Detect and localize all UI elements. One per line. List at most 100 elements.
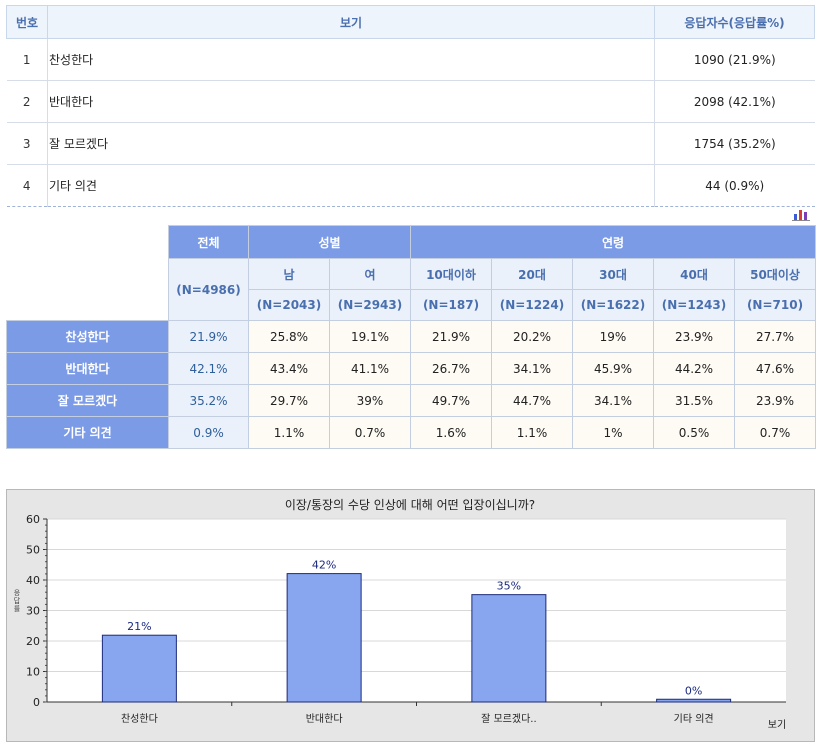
bar-chart-icon[interactable]: [792, 207, 810, 221]
y-tick-label: 10: [26, 666, 40, 679]
x-tick-label: 기타 의견: [674, 713, 714, 725]
column-n: (N=710): [733, 289, 817, 321]
header-number: 번호: [6, 5, 48, 39]
y-tick-label: 20: [26, 635, 40, 648]
column-label: 20대: [491, 258, 573, 290]
x-tick-label: 잘 모르겠다..: [481, 713, 537, 725]
y-tick-label: 50: [26, 544, 40, 557]
x-tick-label: 반대한다: [306, 713, 343, 725]
row-cell: 34.1%: [491, 352, 573, 385]
bar-chart-frame: 이장/통장의 수당 인상에 대해 어떤 입장이십니까? 0 10 20 30 40 50 60…: [6, 489, 815, 742]
column-n: (N=1622): [572, 289, 654, 321]
age-header: 연령: [409, 225, 817, 259]
row-cell: 31.5%: [653, 384, 735, 417]
x-tick-label: 찬성한다: [121, 713, 158, 725]
y-tick-label: 60: [26, 513, 40, 526]
option-count: 1754 (35.2%): [654, 122, 815, 165]
chart-title: 이장/통장의 수당 인상에 대해 어떤 입장이십니까?: [285, 498, 535, 512]
row-cell: 19.1%: [329, 320, 411, 353]
column-n: (N=187): [410, 289, 492, 321]
option-number: 1: [6, 38, 48, 81]
option-row: 1 찬성한다 1090 (21.9%): [6, 38, 815, 81]
column-label: 30대: [572, 258, 654, 290]
option-number: 4: [6, 164, 48, 207]
total-n: (N=4986): [168, 258, 249, 321]
x-axis-label: 보기: [768, 719, 786, 731]
header-option: 보기: [47, 5, 655, 39]
column-n: (N=1243): [653, 289, 735, 321]
bar: [656, 698, 732, 703]
option-number: 3: [6, 122, 48, 165]
row-cell: 0.5%: [653, 416, 735, 449]
cross-row: 찬성한다 21.9% 25.8% 19.1% 21.9% 20.2% 19% 2…: [6, 320, 817, 353]
option-number: 2: [6, 80, 48, 123]
row-cell: 26.7%: [410, 352, 492, 385]
option-count: 1090 (21.9%): [654, 38, 815, 81]
column-label: 10대이하: [410, 258, 492, 290]
row-cell: 1.1%: [248, 416, 330, 449]
cross-row: 기타 의견 0.9% 1.1% 0.7% 1.6% 1.1% 1% 0.5% 0…: [6, 416, 817, 449]
row-cell: 34.1%: [572, 384, 654, 417]
bar: [286, 573, 362, 703]
column-label: 40대: [653, 258, 735, 290]
column-n: (N=2043): [248, 289, 330, 321]
row-cell: 21.9%: [410, 320, 492, 353]
option-row: 2 반대한다 2098 (42.1%): [6, 80, 815, 123]
total-header: 전체: [168, 225, 249, 259]
data-label: 0%: [685, 684, 702, 697]
row-cell: 39%: [329, 384, 411, 417]
row-label: 잘 모르겠다: [6, 384, 169, 417]
corner-blank: [6, 225, 169, 321]
bar: [101, 634, 177, 703]
row-cell: 23.9%: [733, 384, 817, 417]
row-cell: 27.7%: [733, 320, 817, 353]
row-cell: 25.8%: [248, 320, 330, 353]
row-cell: 44.7%: [491, 384, 573, 417]
data-label: 42%: [312, 559, 336, 572]
column-label: 남: [248, 258, 330, 290]
option-count: 2098 (42.1%): [654, 80, 815, 123]
cross-n-row: (N=2043) (N=2943) (N=187) (N=1224) (N=16…: [7, 289, 817, 321]
row-total: 0.9%: [168, 416, 249, 449]
row-cell: 49.7%: [410, 384, 492, 417]
cross-row: 잘 모르겠다 35.2% 29.7% 39% 49.7% 44.7% 34.1%…: [6, 384, 817, 417]
row-cell: 45.9%: [572, 352, 654, 385]
row-cell: 19%: [572, 320, 654, 353]
row-total: 42.1%: [168, 352, 249, 385]
row-label: 반대한다: [6, 352, 169, 385]
row-cell: 41.1%: [329, 352, 411, 385]
bar-chart: 이장/통장의 수당 인상에 대해 어떤 입장이십니까? 0 10 20 30 40 50 60…: [14, 498, 786, 731]
column-label: 여: [329, 258, 411, 290]
row-label: 찬성한다: [6, 320, 169, 353]
cross-row: 반대한다 42.1% 43.4% 41.1% 26.7% 34.1% 45.9%…: [6, 352, 817, 385]
row-cell: 44.2%: [653, 352, 735, 385]
row-total: 35.2%: [168, 384, 249, 417]
option-row: 3 잘 모르겠다 1754 (35.2%): [6, 122, 815, 165]
gender-header: 성별: [248, 225, 411, 259]
option-text: 잘 모르겠다: [47, 122, 655, 165]
header-responses: 응답자수(응답률%): [654, 5, 815, 39]
row-cell: 23.9%: [653, 320, 735, 353]
y-tick-label: 40: [26, 574, 40, 587]
data-label: 21%: [127, 620, 151, 633]
option-text: 반대한다: [47, 80, 655, 123]
option-text: 찬성한다: [47, 38, 655, 81]
column-n: (N=1224): [491, 289, 573, 321]
row-cell: 1%: [572, 416, 654, 449]
y-tick-label: 0: [33, 696, 40, 709]
row-cell: 43.4%: [248, 352, 330, 385]
row-cell: 0.7%: [329, 416, 411, 449]
option-row: 4 기타 의견 44 (0.9%): [6, 164, 815, 207]
option-text: 기타 의견: [47, 164, 655, 207]
options-table: 번호 보기 응답자수(응답률%) 1 찬성한다 1090 (21.9%) 2 반…: [6, 5, 815, 207]
column-n: (N=2943): [329, 289, 411, 321]
row-cell: 1.1%: [491, 416, 573, 449]
row-cell: 29.7%: [248, 384, 330, 417]
cross-table: 전체 성별 연령 (N=4986) 남 여 10대이하 20대 30대 40대 …: [6, 225, 817, 449]
data-label: 35%: [497, 580, 521, 593]
bar: [471, 594, 547, 703]
cross-label-row: (N=4986) 남 여 10대이하 20대 30대 40대 50대이상: [7, 258, 817, 321]
cross-group-row: 전체 성별 연령: [6, 225, 817, 321]
options-header-row: 번호 보기 응답자수(응답률%): [6, 5, 815, 39]
